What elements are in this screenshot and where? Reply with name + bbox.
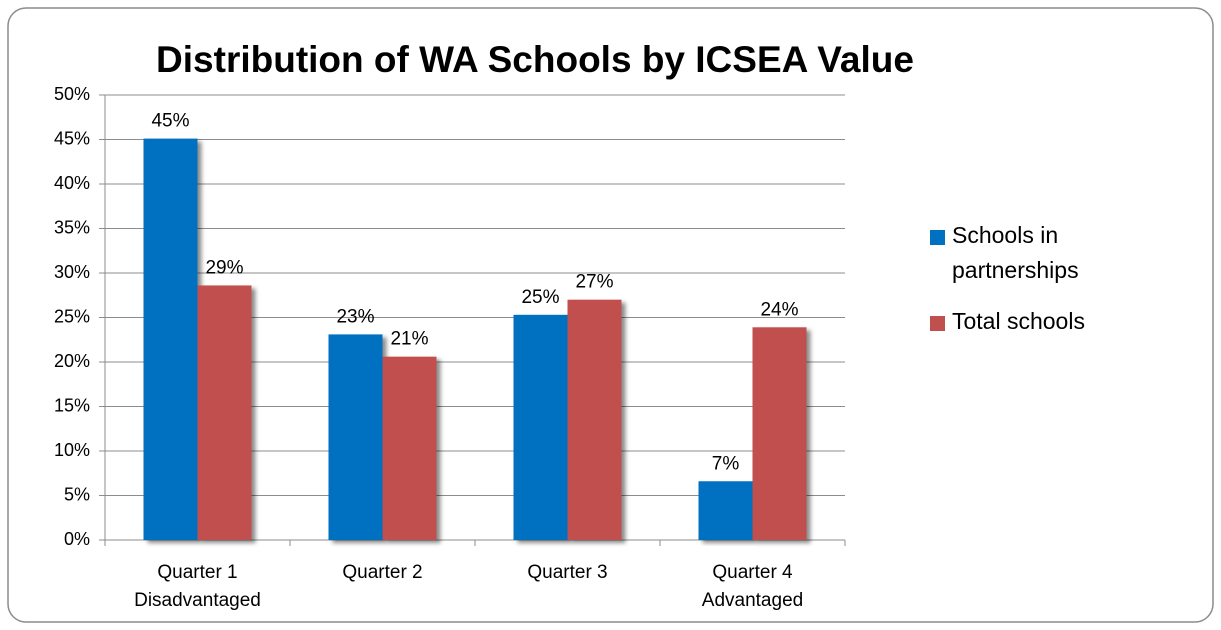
value-label: 29% — [205, 257, 243, 278]
legend: Schools in partnerships Total schools — [930, 218, 1150, 355]
y-tick-label: 50% — [54, 84, 90, 104]
y-tick-label: 45% — [54, 128, 90, 148]
x-tick-label: Disadvantaged — [134, 590, 261, 611]
legend-item: Schools in partnerships — [930, 218, 1150, 288]
x-tick-label: Quarter 3 — [527, 562, 607, 583]
bar — [752, 327, 807, 540]
x-tick-label: Advantaged — [702, 590, 803, 611]
chart-title: Distribution of WA Schools by ICSEA Valu… — [156, 39, 914, 80]
y-tick-label: 25% — [54, 306, 90, 326]
y-tick-label: 10% — [54, 440, 90, 460]
bar — [382, 356, 437, 540]
value-label: 45% — [151, 111, 189, 132]
legend-swatch — [930, 316, 945, 331]
x-tick-label: Quarter 2 — [342, 562, 422, 583]
y-tick-label: 0% — [64, 529, 90, 549]
bar — [567, 299, 622, 540]
bar — [328, 334, 383, 540]
y-tick-label: 40% — [54, 173, 90, 193]
value-label: 23% — [336, 306, 374, 327]
bar — [143, 138, 198, 541]
y-tick-label: 30% — [54, 262, 90, 282]
x-tick-label: Quarter 4 — [712, 562, 793, 583]
value-label: 7% — [712, 453, 740, 474]
value-label: 25% — [521, 287, 559, 308]
y-tick-label: 15% — [54, 395, 90, 415]
bar — [513, 314, 568, 540]
legend-label: Total schools — [952, 308, 1085, 334]
value-label: 24% — [760, 299, 798, 320]
legend-item: Total schools — [930, 304, 1150, 339]
value-label: 27% — [575, 272, 613, 293]
y-tick-label: 20% — [54, 351, 90, 371]
x-tick-label: Quarter 1 — [157, 562, 237, 583]
legend-swatch — [930, 230, 945, 245]
bar — [698, 481, 753, 540]
y-tick-label: 35% — [54, 217, 90, 237]
legend-label: Schools in partnerships — [952, 222, 1079, 283]
value-label: 21% — [390, 329, 428, 350]
y-tick-label: 5% — [64, 484, 90, 504]
bar — [197, 285, 252, 540]
